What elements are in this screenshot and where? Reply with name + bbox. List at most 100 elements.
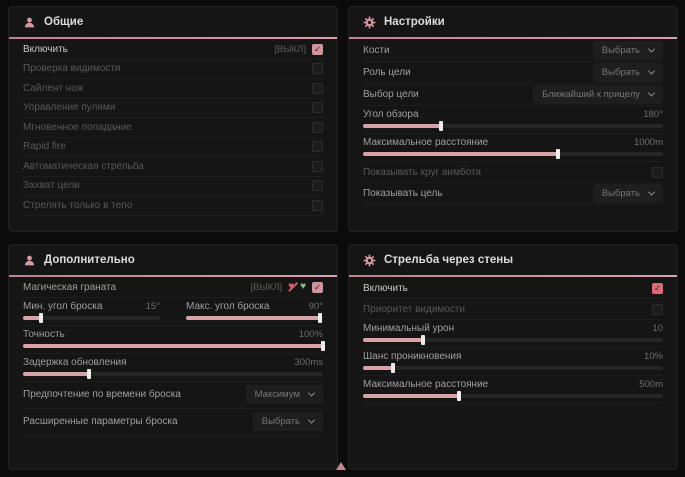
slider-track[interactable] [186, 312, 323, 323]
checkbox[interactable] [312, 121, 323, 133]
row-controls: Выбрать [592, 184, 663, 203]
dropdown[interactable]: Выбрать [252, 412, 323, 431]
chevron-down-icon [647, 45, 656, 53]
checkbox[interactable]: ✓ [312, 43, 323, 55]
slider-handle[interactable] [38, 312, 43, 323]
checkbox[interactable] [312, 160, 323, 172]
slider-track[interactable] [23, 312, 160, 323]
slider-track[interactable] [363, 363, 663, 373]
row-label: Показывать цель [363, 188, 443, 199]
slider-label: Максимальное расстояние [363, 379, 489, 390]
chevron-down-icon [647, 67, 656, 75]
slider-track[interactable] [363, 335, 663, 345]
row-visibility-priority: Приоритет видимости [363, 299, 663, 320]
chevron-down-icon [647, 188, 656, 196]
row-controls: Выбрать [592, 63, 663, 82]
user-icon [23, 16, 36, 29]
dropdown-value: Выбрать [261, 416, 300, 427]
slider-line: Шанс проникновения 10% [363, 351, 663, 362]
slider-handle[interactable] [457, 391, 461, 401]
dropdown[interactable]: Выбрать [592, 41, 663, 60]
row-label: Мгновенное попадание [23, 121, 132, 133]
heart-on-icon[interactable]: ♥ [300, 281, 306, 293]
panel-rows: Кости Выбрать Роль цели Выбрать Выбор цели Бл… [349, 39, 677, 205]
checkbox[interactable]: ✓ [652, 282, 663, 294]
checkbox[interactable]: ✓ [312, 281, 323, 293]
slider-track[interactable] [363, 391, 663, 401]
slider-handle[interactable] [556, 149, 560, 159]
row-max-distance: Максимальное расстояние 1000m [363, 134, 663, 162]
slider-fill [23, 312, 43, 323]
panel-additional: Дополнительно Магическая граната [ВЫКЛ] ♥ ♥… [8, 244, 338, 470]
slider-handle[interactable] [421, 335, 425, 345]
slider-label: Шанс проникновения [363, 351, 462, 362]
dropdown[interactable]: Максимум [245, 385, 323, 404]
row-label: Роль цели [363, 67, 411, 78]
row-label: Сайлент нож [23, 82, 84, 94]
slider-max-distance: Максимальное расстояние 500m [363, 379, 663, 401]
slider-value: 10 [652, 323, 663, 334]
checkbox[interactable] [652, 166, 663, 178]
panel-header: Общие [9, 7, 337, 37]
slider-handle[interactable] [391, 363, 395, 373]
row-visibility-check: Проверка видимости [23, 60, 323, 79]
heart-off-icon[interactable]: ♥ [288, 281, 295, 293]
checkbox[interactable] [312, 102, 323, 114]
dropdown-value: Максимум [254, 389, 300, 400]
slider-fill [363, 149, 560, 159]
row-bones: Кости Выбрать [363, 40, 663, 62]
checkbox[interactable] [312, 82, 323, 94]
row-update-delay: Задержка обновления 300ms [23, 354, 323, 382]
row-target-lock: Захват цели [23, 177, 323, 196]
state-text: [ВЫКЛ] [274, 43, 306, 55]
checkbox[interactable] [312, 63, 323, 75]
row-controls [312, 102, 323, 114]
dropdown[interactable]: Ближайший к прицелу [533, 85, 663, 104]
header-underline [349, 37, 677, 39]
chevron-down-icon [307, 389, 316, 397]
slider-fill [23, 368, 91, 379]
checkbox[interactable] [652, 303, 663, 315]
slider-fill [363, 335, 425, 345]
checkbox[interactable] [312, 141, 323, 153]
row-controls: Выбрать [252, 412, 323, 431]
row-auto-fire: Автоматическая стрельба [23, 157, 323, 177]
row-magic-grenade: Магическая граната [ВЫКЛ] ♥ ♥ ✓ [23, 278, 323, 298]
dropdown[interactable]: Выбрать [592, 63, 663, 82]
slider-line: Угол обзора 180° [363, 109, 663, 120]
slider-handle[interactable] [318, 312, 323, 323]
row-show-aimbot-circle: Показывать круг аимбота [363, 162, 663, 183]
dropdown[interactable]: Выбрать [592, 184, 663, 203]
row-controls: ✓ [652, 282, 663, 294]
row-label: Магическая граната [23, 281, 117, 293]
row-silent-knife: Сайлент нож [23, 79, 323, 99]
row-controls [312, 160, 323, 172]
checkbox[interactable] [312, 199, 323, 211]
panel-header: Стрельба через стены [349, 245, 677, 275]
dropdown-value: Выбрать [601, 188, 640, 199]
slider-track[interactable] [363, 149, 663, 159]
slider-handle[interactable] [321, 340, 325, 351]
row-label: Предпочтение по времени броска [23, 389, 181, 400]
slider-line: Точность 100% [23, 329, 323, 340]
slider-value: 180° [643, 109, 663, 120]
panel-walls: Стрельба через стены Включить ✓ Приоритет … [348, 244, 678, 470]
slider-label: Максимальное расстояние [363, 137, 489, 148]
header-underline [349, 275, 677, 277]
checkbox[interactable] [312, 180, 323, 192]
slider-label: Точность [23, 328, 65, 340]
row-penetration-chance: Шанс проникновения 10% [363, 348, 663, 376]
row-label: Кости [363, 45, 390, 56]
slider-track[interactable] [23, 340, 325, 351]
row-controls [312, 180, 323, 192]
slider-track[interactable] [23, 368, 323, 379]
slider-update-delay: Задержка обновления 300ms [23, 357, 323, 379]
slider-track[interactable] [363, 121, 663, 131]
row-label: Показывать круг аимбота [363, 166, 481, 178]
slider-handle[interactable] [87, 368, 91, 379]
dropdown-value: Ближайший к прицелу [542, 89, 640, 100]
slider-handle[interactable] [439, 121, 443, 131]
slider-value: 100% [298, 328, 323, 340]
panel-title: Дополнительно [44, 254, 135, 266]
